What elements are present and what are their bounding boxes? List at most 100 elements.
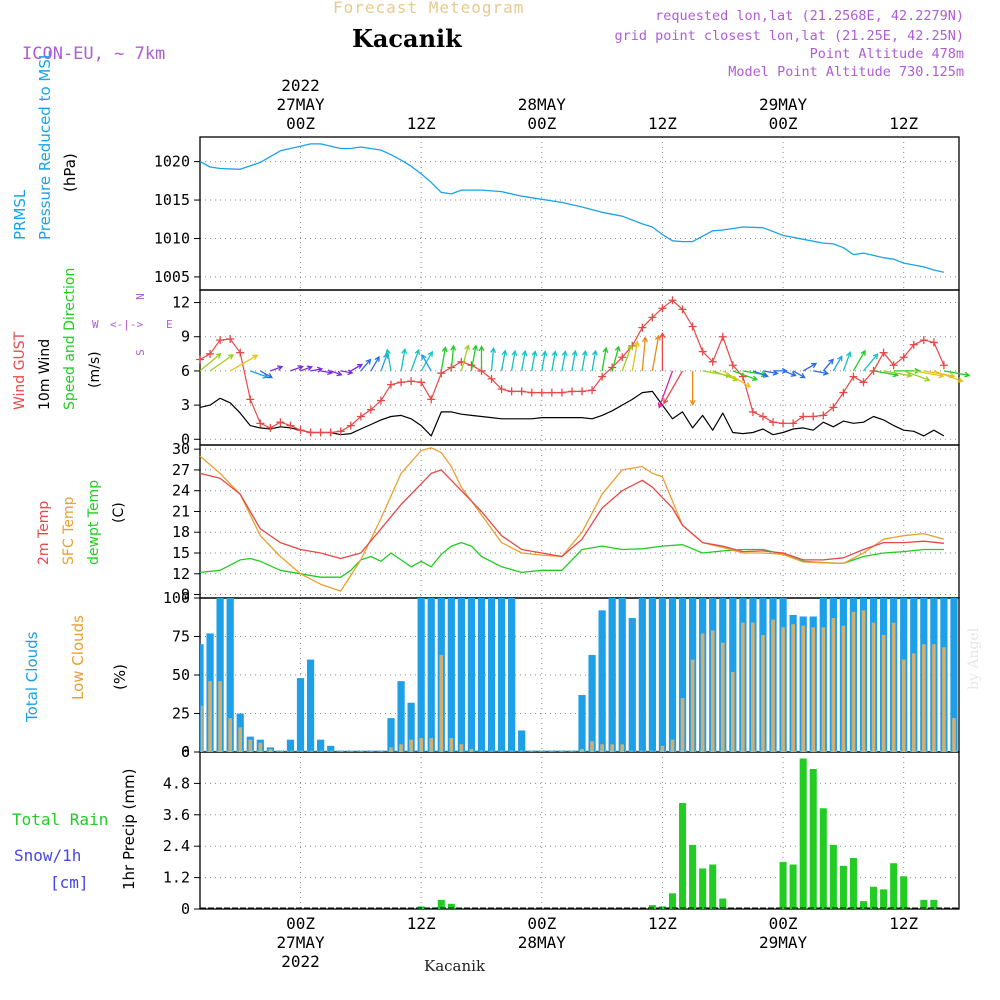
- wind-arrow: [802, 362, 818, 372]
- gust-marker: [196, 355, 204, 364]
- gust-marker: [799, 412, 808, 421]
- y-tick-label: 12: [172, 294, 190, 312]
- gust-marker: [427, 395, 436, 404]
- wind-arrow: [832, 355, 843, 372]
- wind-arrow: [500, 349, 508, 372]
- low-cloud-bar: [861, 610, 866, 752]
- total-cloud-bar: [216, 598, 224, 752]
- wind-arrow: [883, 370, 913, 379]
- low-cloud-bar: [268, 748, 273, 752]
- rain-bar: [839, 865, 847, 909]
- gust-marker: [708, 357, 717, 366]
- low-cloud-bar: [590, 741, 594, 752]
- wind-arrow: [792, 370, 806, 379]
- low-cloud-bar: [851, 611, 856, 752]
- wind-arrow: [521, 349, 528, 372]
- bottom-time-label: 27MAY: [276, 933, 325, 952]
- y-tick-label: 30: [172, 440, 190, 458]
- rain-bar: [880, 889, 888, 909]
- wind-arrow: [933, 370, 964, 383]
- top-time-label: 12Z: [407, 114, 436, 133]
- wind-arrow: [842, 351, 852, 372]
- wind-arrow: [641, 336, 648, 371]
- wind-arrow: [510, 349, 518, 372]
- gust-marker: [779, 419, 788, 428]
- rain-bar: [809, 769, 817, 909]
- gust-marker: [507, 387, 516, 396]
- gust-marker: [407, 377, 416, 386]
- top-time-label: 28MAY: [518, 95, 567, 114]
- wind-arrow: [259, 370, 274, 379]
- gust-marker: [578, 387, 587, 396]
- rain-bar: [920, 899, 928, 909]
- wind-arrow: [310, 366, 324, 373]
- gust-marker: [839, 388, 848, 397]
- gust-marker: [266, 423, 275, 432]
- top-time-label: 2022: [281, 76, 320, 95]
- wind-speed-line: [199, 390, 945, 437]
- compass-arrows: <-|->: [110, 318, 144, 331]
- rain-bar: [859, 901, 868, 909]
- gust-marker: [688, 322, 697, 331]
- gust-marker: [397, 378, 406, 387]
- y-tick-label: 0: [181, 900, 190, 918]
- wind-arrow: [561, 350, 568, 372]
- rain-bar: [789, 864, 797, 909]
- low-cloud-bar: [952, 718, 956, 752]
- low-cloud-bar: [911, 653, 916, 752]
- chart-title: Forecast Meteogram: [333, 0, 525, 17]
- low-cloud-bar: [801, 625, 805, 752]
- gust-marker: [678, 305, 687, 314]
- rain-bar: [900, 876, 908, 909]
- y-tick-label: 3.6: [163, 806, 190, 824]
- wind-arrow: [782, 370, 797, 377]
- rain-bar: [849, 857, 857, 909]
- total-cloud-bar: [317, 739, 325, 752]
- y-tick-label: 1005: [154, 268, 190, 286]
- top-time-label: 12Z: [648, 114, 677, 133]
- gust-marker: [256, 419, 265, 428]
- gust-marker: [588, 386, 597, 395]
- gust-marker: [829, 403, 838, 412]
- y-tick-label: 2.4: [163, 837, 190, 855]
- gust-marker: [286, 421, 295, 430]
- gust-marker: [567, 387, 576, 396]
- low-cloud-bar: [771, 619, 775, 752]
- y-tick-label: 25: [172, 705, 190, 723]
- low-cloud-bar: [932, 644, 936, 752]
- rain-bar: [829, 844, 837, 909]
- model-altitude: Model Point Altitude 730.125m: [728, 64, 964, 80]
- y-tick-label: 4.8: [163, 774, 190, 792]
- wind-arrow: [470, 344, 479, 372]
- y-tick-label: 1020: [154, 153, 190, 171]
- low-cloud-bar: [891, 622, 896, 752]
- wind-arrow: [490, 346, 497, 371]
- wind-arrow: [813, 369, 830, 376]
- y-tick-label: 75: [172, 628, 190, 646]
- total-cloud-bar: [658, 598, 667, 752]
- y-tick-label: 6: [181, 743, 190, 761]
- wind-arrow: [330, 370, 343, 377]
- low-cloud-bar: [881, 634, 886, 752]
- wind-arrow: [421, 353, 432, 372]
- y-tick-label: 6: [181, 362, 190, 380]
- rain-bar: [668, 893, 677, 909]
- low-cloud-bar: [720, 642, 725, 752]
- total-cloud-bar: [226, 598, 234, 752]
- gust-marker: [809, 412, 818, 421]
- wind-arrow: [370, 355, 380, 372]
- gust-marker: [789, 419, 798, 428]
- low-cloud-bar: [248, 739, 253, 752]
- wind-arrow: [360, 358, 372, 372]
- gust-marker: [748, 407, 757, 416]
- wind-arrow: [659, 331, 666, 371]
- wind-arrow: [657, 370, 674, 409]
- gust-marker: [557, 388, 566, 397]
- low-cloud-bar: [710, 630, 715, 752]
- low-cloud-bar: [218, 681, 222, 752]
- gust-marker: [658, 304, 667, 313]
- gust-marker: [939, 361, 948, 370]
- y-tick-label: 15: [172, 544, 190, 562]
- gust-marker: [728, 361, 737, 370]
- gust-marker: [296, 426, 305, 435]
